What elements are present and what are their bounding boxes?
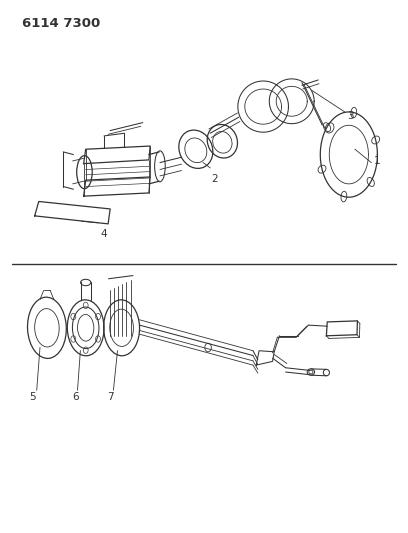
Text: 6114 7300: 6114 7300 bbox=[22, 17, 101, 30]
Text: 3: 3 bbox=[347, 111, 353, 120]
Text: 1: 1 bbox=[373, 156, 380, 166]
Text: 7: 7 bbox=[107, 392, 114, 402]
Text: 2: 2 bbox=[211, 174, 218, 184]
Text: 6: 6 bbox=[73, 392, 79, 402]
Text: 5: 5 bbox=[29, 392, 36, 402]
Text: 4: 4 bbox=[100, 229, 106, 239]
